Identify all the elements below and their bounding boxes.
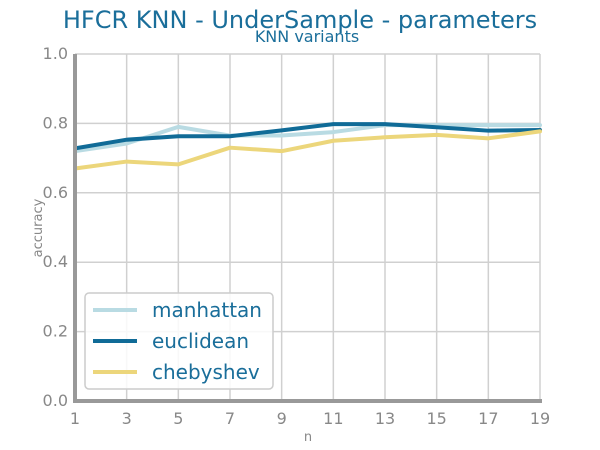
y-tick-label: 0.4 <box>43 252 68 271</box>
legend-box <box>84 292 274 390</box>
chart-subtitle: KNN variants <box>255 27 359 46</box>
x-tick-label: 13 <box>375 409 395 428</box>
legend: manhattan euclidean chebyshev <box>84 292 274 390</box>
series-line-manhattan <box>73 123 542 154</box>
y-tick-label: 0.8 <box>43 113 68 132</box>
x-tick-label: 15 <box>426 409 446 428</box>
x-tick-label: 1 <box>70 409 80 428</box>
y-axis-label: accuracy <box>31 198 46 257</box>
x-tick-label: 5 <box>173 409 183 428</box>
x-tick-label: 9 <box>277 409 287 428</box>
y-tick-label: 1.0 <box>43 44 68 63</box>
x-tick-label: 3 <box>122 409 132 428</box>
y-tick-label: 0.6 <box>43 183 68 202</box>
x-axis-label: n <box>304 430 312 445</box>
axes <box>73 54 542 403</box>
legend-label-euclidean: euclidean <box>152 329 249 353</box>
ticks: 1 3 5 7 9 11 13 15 17 190.00.20.40.60.81.0 <box>43 44 551 428</box>
series-line-chebyshev <box>73 129 542 171</box>
x-tick-label: 7 <box>225 409 235 428</box>
y-tick-label: 0.2 <box>43 322 68 341</box>
legend-label-manhattan: manhattan <box>152 298 262 322</box>
x-tick-label: 17 <box>478 409 498 428</box>
x-tick-label: 11 <box>323 409 343 428</box>
legend-label-chebyshev: chebyshev <box>152 360 260 384</box>
x-tick-label: 19 <box>530 409 550 428</box>
y-tick-label: 0.0 <box>43 391 68 410</box>
series-layer <box>73 122 542 171</box>
series-line-euclidean <box>73 122 542 151</box>
chart-title: HFCR KNN - UnderSample - parameters <box>63 6 537 34</box>
